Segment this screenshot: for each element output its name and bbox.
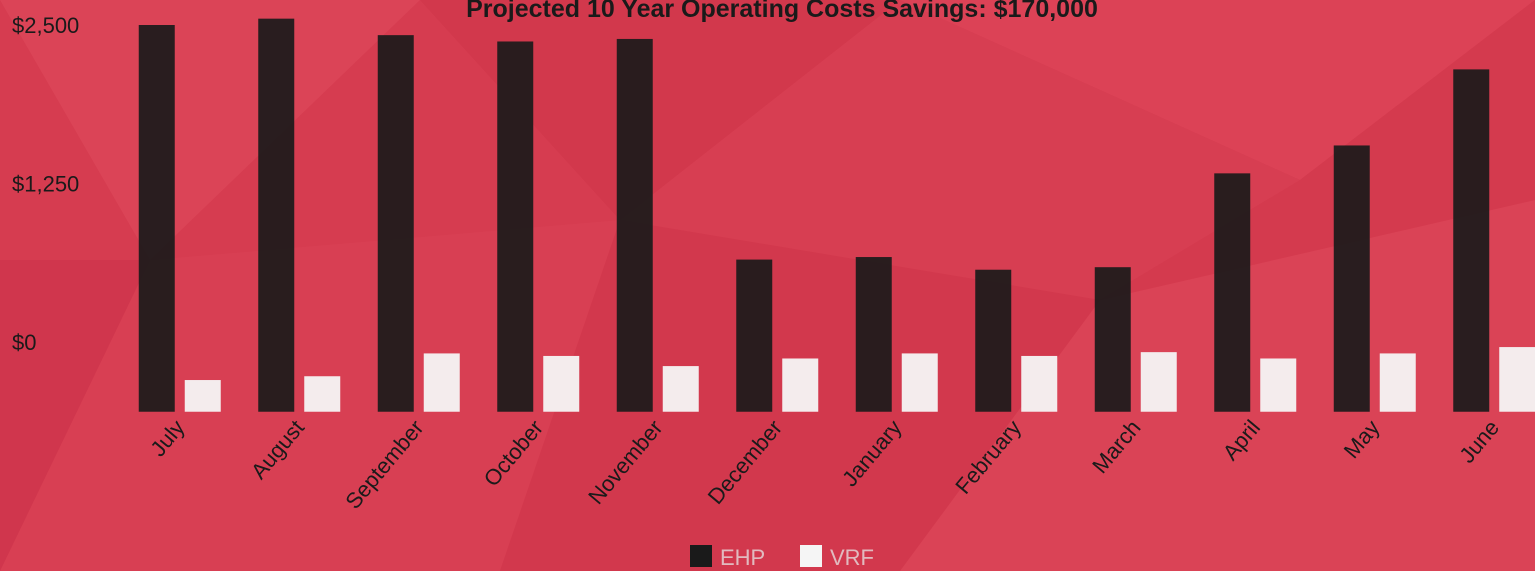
- y-tick-label: $1,250: [12, 172, 79, 197]
- x-tick-label: October: [479, 415, 548, 491]
- x-tick-label: April: [1218, 415, 1265, 465]
- bar-vrf-june: [1499, 347, 1535, 412]
- bar-ehp-june: [1453, 69, 1490, 412]
- x-tick-label: May: [1339, 415, 1385, 463]
- legend: EHP VRF: [690, 545, 874, 570]
- bar-ehp-december: [736, 259, 773, 412]
- bar-ehp-january: [855, 257, 892, 412]
- x-tick-label: November: [583, 415, 667, 509]
- legend-swatch-vrf: [800, 545, 822, 567]
- x-tick-label: September: [340, 415, 428, 514]
- bar-vrf-march: [1140, 352, 1177, 412]
- bar-ehp-november: [616, 38, 653, 412]
- y-tick-label: $2,500: [12, 13, 79, 38]
- bar-ehp-august: [258, 18, 295, 412]
- bar-ehp-july: [138, 25, 175, 412]
- bar-vrf-april: [1260, 358, 1297, 412]
- x-tick-label: February: [950, 415, 1026, 499]
- bar-vrf-august: [304, 376, 341, 412]
- bars: [138, 18, 1535, 412]
- legend-label-vrf: VRF: [830, 545, 874, 570]
- bar-vrf-july: [184, 380, 221, 412]
- x-tick-label: July: [145, 415, 189, 461]
- bar-ehp-september: [377, 35, 414, 412]
- bar-ehp-may: [1333, 145, 1370, 412]
- bar-ehp-april: [1214, 173, 1251, 412]
- bar-vrf-october: [543, 355, 580, 412]
- legend-label-ehp: EHP: [720, 545, 765, 570]
- bar-vrf-february: [1021, 355, 1058, 412]
- bar-vrf-december: [782, 358, 819, 412]
- x-tick-label: June: [1454, 415, 1504, 468]
- x-tick-label: March: [1087, 415, 1145, 478]
- bar-vrf-november: [662, 366, 699, 412]
- y-axis: $2,500 $1,250 $0: [12, 13, 79, 355]
- x-tick-label: January: [837, 415, 906, 491]
- bar-vrf-january: [901, 353, 938, 412]
- bar-ehp-october: [497, 41, 534, 412]
- y-tick-label: $0: [12, 330, 36, 355]
- bar-ehp-march: [1094, 267, 1131, 412]
- x-tick-label: August: [246, 415, 309, 484]
- bar-vrf-may: [1379, 353, 1416, 412]
- bar-vrf-september: [423, 353, 460, 412]
- bar-ehp-february: [975, 269, 1012, 412]
- x-tick-label: December: [703, 415, 787, 509]
- x-axis: July August September October November Decemb…: [145, 415, 1504, 514]
- legend-swatch-ehp: [690, 545, 712, 567]
- chart-title: Projected 10 Year Operating Costs Saving…: [466, 0, 1098, 23]
